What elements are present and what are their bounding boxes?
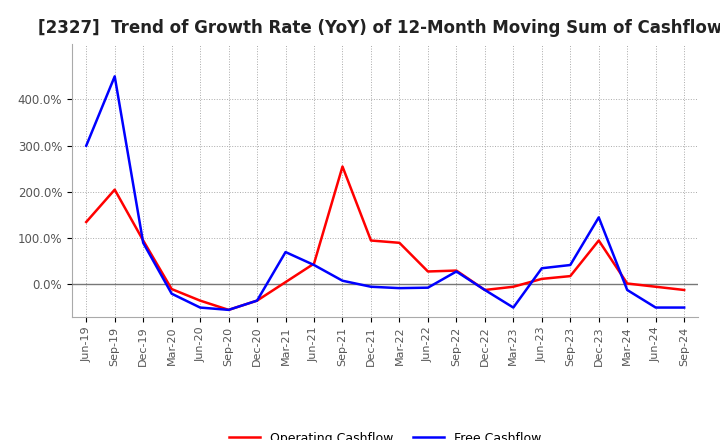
Free Cashflow <box>253 298 261 303</box>
Free Cashflow <box>282 249 290 255</box>
Operating Cashflow <box>196 298 204 303</box>
Operating Cashflow <box>623 281 631 286</box>
Free Cashflow <box>196 305 204 310</box>
Operating Cashflow <box>395 240 404 246</box>
Operating Cashflow <box>338 164 347 169</box>
Operating Cashflow <box>452 268 461 273</box>
Free Cashflow <box>366 284 375 290</box>
Operating Cashflow <box>566 274 575 279</box>
Free Cashflow <box>452 269 461 274</box>
Free Cashflow <box>338 278 347 283</box>
Operating Cashflow <box>310 261 318 266</box>
Operating Cashflow <box>423 269 432 274</box>
Operating Cashflow <box>652 284 660 290</box>
Operating Cashflow <box>225 307 233 312</box>
Operating Cashflow <box>595 238 603 243</box>
Operating Cashflow <box>366 238 375 243</box>
Operating Cashflow <box>480 287 489 293</box>
Operating Cashflow <box>82 220 91 225</box>
Free Cashflow <box>652 305 660 310</box>
Free Cashflow <box>566 262 575 268</box>
Free Cashflow <box>423 285 432 290</box>
Free Cashflow <box>509 305 518 310</box>
Free Cashflow <box>110 74 119 79</box>
Line: Operating Cashflow: Operating Cashflow <box>86 166 684 310</box>
Operating Cashflow <box>537 276 546 282</box>
Free Cashflow <box>167 291 176 296</box>
Free Cashflow <box>82 143 91 148</box>
Free Cashflow <box>139 240 148 246</box>
Operating Cashflow <box>282 279 290 285</box>
Free Cashflow <box>480 287 489 293</box>
Free Cashflow <box>595 215 603 220</box>
Line: Free Cashflow: Free Cashflow <box>86 77 684 310</box>
Title: [2327]  Trend of Growth Rate (YoY) of 12-Month Moving Sum of Cashflows: [2327] Trend of Growth Rate (YoY) of 12-… <box>38 19 720 37</box>
Operating Cashflow <box>139 238 148 243</box>
Operating Cashflow <box>680 287 688 293</box>
Free Cashflow <box>395 286 404 291</box>
Operating Cashflow <box>253 298 261 303</box>
Free Cashflow <box>310 262 318 268</box>
Legend: Operating Cashflow, Free Cashflow: Operating Cashflow, Free Cashflow <box>224 427 546 440</box>
Free Cashflow <box>623 287 631 293</box>
Free Cashflow <box>537 266 546 271</box>
Free Cashflow <box>225 307 233 312</box>
Operating Cashflow <box>110 187 119 192</box>
Operating Cashflow <box>167 286 176 292</box>
Free Cashflow <box>680 305 688 310</box>
Operating Cashflow <box>509 284 518 290</box>
